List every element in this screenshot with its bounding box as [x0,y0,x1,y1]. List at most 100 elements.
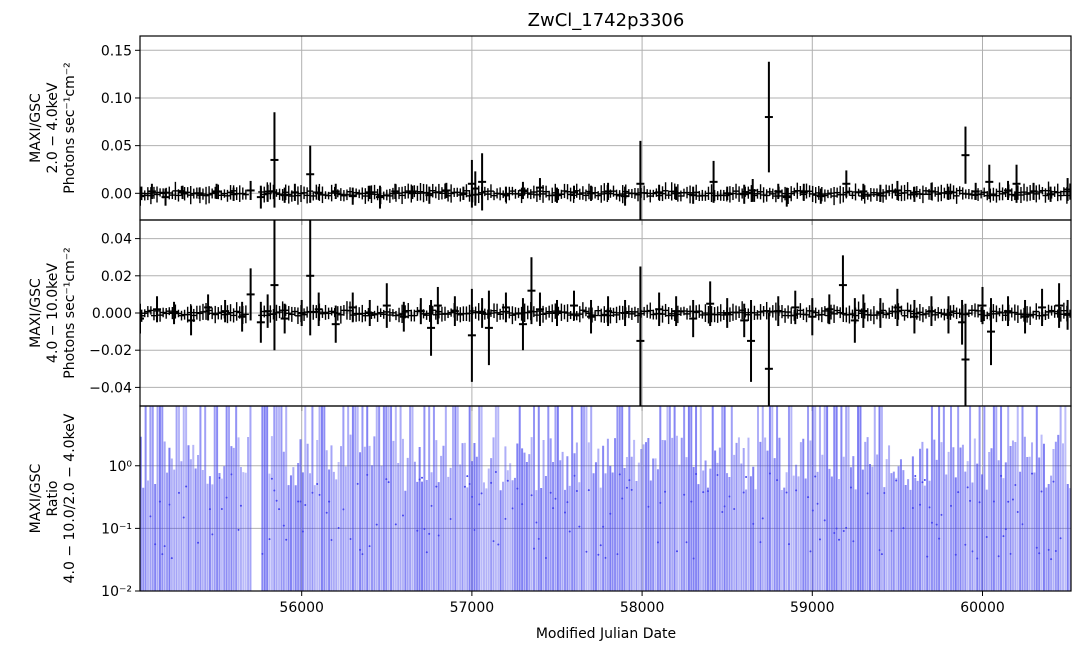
ratio-point [816,502,819,505]
x-tick-label: 59000 [790,600,835,616]
ratio-point [471,495,474,498]
ratio-point [716,474,719,477]
ratio-point [971,550,974,553]
y-tick-label: 0.04 [101,232,132,248]
x-tick-label: 60000 [960,600,1005,616]
ratio-point [1031,472,1034,475]
ratio-point [566,501,569,504]
ratio-point [1011,498,1014,501]
ratio-point [275,499,278,502]
y-tick-label: 0.10 [101,91,132,107]
ratio-point [969,499,972,502]
ratio-point [1047,548,1050,551]
ratio-point [416,529,419,532]
ratio-point [218,476,221,479]
ratio-point [978,501,981,504]
ratio-point [490,481,493,484]
ratio-point [683,493,686,496]
ratio-point [463,485,466,488]
ratio-point [807,496,810,499]
ratio-point [197,541,200,544]
ratio-point [1002,535,1005,538]
ratio-point [787,543,790,546]
ratio-point [833,532,836,535]
ratio-point [359,548,362,551]
ratio-point [621,497,624,500]
ratio-point [1054,550,1057,553]
ratio-point [1016,510,1019,513]
ratio-point [618,473,621,476]
ratio-point [928,506,931,509]
ratio-point [516,487,519,490]
ratio-point [930,521,933,524]
ratio-point [721,511,724,514]
ratio-point [428,532,431,535]
panel-ratio: 10⁻² 10⁻¹ 10⁰ MAXI/GSC Ratio 4.0 − 10.0/2.0 −… [28,405,1072,600]
ratio-point [421,476,424,479]
y-tick-label: 10⁰ [109,459,133,475]
ratio-point [568,530,571,533]
ratio-point [759,541,762,544]
ratio-point [211,533,214,536]
ratio-point [158,500,161,503]
ratio-point [1021,523,1024,526]
y-tick-label: −0.04 [89,380,132,396]
y-tick-label: 0.02 [101,269,132,285]
ratio-point [330,538,333,541]
ratio-point [706,490,709,493]
ratio-point [575,489,578,492]
y-tick-label: 10⁻² [101,584,132,600]
ratio-point [225,496,228,499]
ratio-point [950,504,953,507]
ratio-point [838,538,841,541]
ratio-point [883,492,886,495]
ratio-point [268,538,271,541]
ratio-point [387,481,390,484]
ratio-point [992,500,995,503]
ratio-point [349,538,352,541]
ratio-point [599,544,602,547]
ratio-point [285,538,288,541]
ratio-point [163,545,166,548]
ratio-point [506,479,509,482]
ratio-point [695,472,698,475]
panel-frame [139,405,1072,592]
ratio-point [511,507,514,510]
ratio-point [504,517,507,520]
ratio-point [449,518,452,521]
y-tick-label: 0.15 [101,43,132,59]
ratio-point [895,479,898,482]
ratio-point [466,475,469,478]
ratio-point [911,507,914,510]
ratio-point [208,508,211,511]
ratio-point [299,500,302,503]
ratio-point [602,525,605,528]
ratio-point [149,515,152,518]
x-axis-label: Modified Julian Date [536,626,676,642]
ratio-point [478,503,481,506]
plot-area-ratio [140,406,1071,591]
ratio-point [311,491,314,494]
ratio-point [852,540,855,543]
ratio-point [997,555,1000,558]
ratio-point [809,550,812,553]
ratio-point [938,537,941,540]
ratio-point [849,486,852,489]
y-tick-label: 0.00 [101,186,132,202]
ratio-point [1007,500,1010,503]
ratio-point [609,512,612,515]
ratio-point [492,540,495,543]
ratio-point [919,503,922,506]
ratio-point [692,557,695,560]
ratio-point [418,478,421,481]
ratio-point [239,504,242,507]
ratio-point [282,524,285,527]
ratio-point [587,489,590,492]
ratio-point [656,541,659,544]
panel-hard: −0.04 −0.02 0.000 0.02 0.04 MAXI/GSC 4.0 − 10.… [28,219,1072,411]
y-axis-label: 4.0 − 10.0/2.0 − 4.0keV [62,413,78,583]
ratio-point [385,478,388,481]
ratio-point [170,557,173,560]
ratio-point [270,477,273,480]
